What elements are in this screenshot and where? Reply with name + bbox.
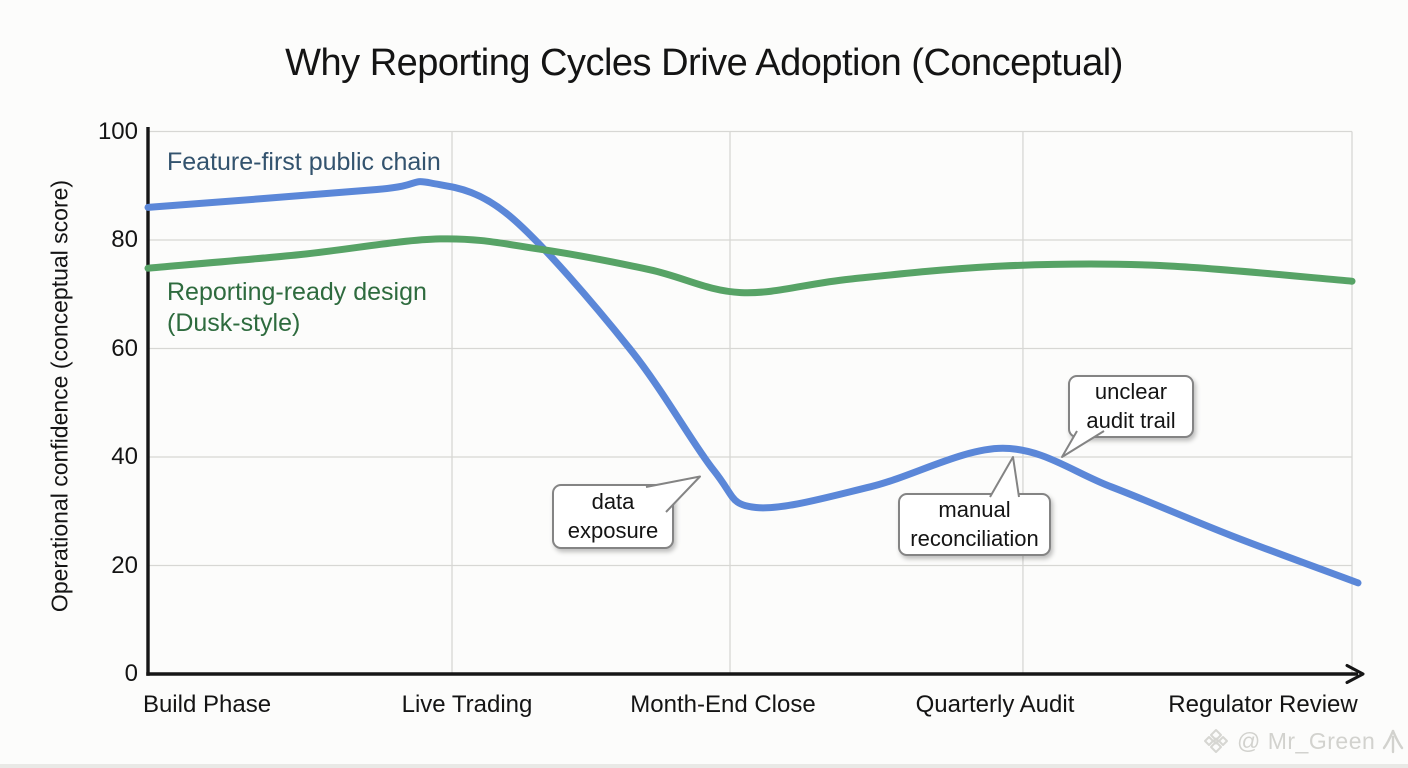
y-tick-label: 80: [111, 226, 138, 253]
annotation-manual-reconciliation: manual reconciliation: [898, 493, 1051, 556]
y-tick-label: 60: [111, 334, 138, 362]
x-axis-arrow-icon: [1345, 664, 1365, 684]
y-tick-label: 40: [111, 443, 138, 470]
chart-title: Why Reporting Cycles Drive Adoption (Con…: [285, 42, 1123, 84]
y-tick-label: 20: [111, 551, 138, 579]
bottom-edge-strip: [0, 764, 1408, 768]
watermark: @ Mr_Green: [1202, 727, 1404, 755]
diamond-logo-icon: [1204, 729, 1228, 753]
watermark-text: @ Mr_Green: [1237, 727, 1376, 754]
series-line-0: [144, 178, 1362, 587]
x-category-label: Quarterly Audit: [915, 691, 1075, 718]
x-category-label: Month-End Close: [630, 691, 816, 718]
watermark-suffix-glyph: [1383, 729, 1404, 754]
y-tick-label: 0: [124, 660, 138, 687]
series-line-1: [144, 235, 1356, 297]
series-label-reporting-ready: Reporting-ready design (Dusk-style): [167, 278, 427, 337]
x-category-label: Build Phase: [142, 691, 272, 718]
x-category-label: Live Trading: [401, 691, 533, 718]
x-category-label: Regulator Review: [1168, 691, 1358, 718]
annotation-unclear-audit-trail: unclear audit trail: [1068, 375, 1194, 438]
annotation-data-exposure: data exposure: [552, 484, 674, 549]
series-label-feature-first: Feature-first public chain: [167, 148, 441, 176]
y-tick-label: 100: [97, 117, 138, 145]
